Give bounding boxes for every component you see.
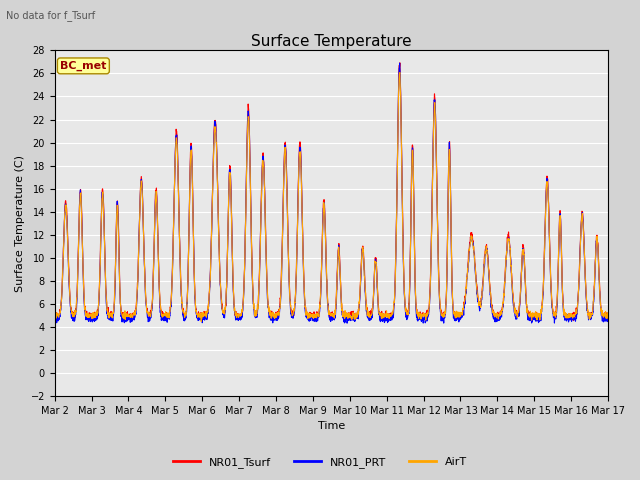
NR01_PRT — [343, 320, 351, 326]
NR01_PRT — [604, 318, 612, 324]
AirT — [571, 312, 579, 317]
Line: NR01_PRT: NR01_PRT — [54, 63, 608, 323]
AirT — [493, 315, 500, 321]
Line: NR01_Tsurf: NR01_Tsurf — [54, 63, 608, 321]
NR01_PRT — [556, 217, 563, 223]
AirT — [556, 218, 563, 224]
NR01_PRT — [205, 299, 212, 304]
NR01_Tsurf — [396, 60, 404, 66]
NR01_Tsurf — [570, 318, 577, 324]
NR01_PRT — [360, 253, 367, 259]
AirT — [205, 291, 213, 297]
AirT — [360, 255, 367, 261]
NR01_Tsurf — [205, 295, 212, 300]
X-axis label: Time: Time — [317, 421, 345, 432]
AirT — [604, 312, 612, 318]
Text: BC_met: BC_met — [60, 61, 107, 71]
NR01_PRT — [348, 314, 355, 320]
NR01_PRT — [396, 60, 403, 66]
Title: Surface Temperature: Surface Temperature — [251, 34, 412, 49]
AirT — [51, 312, 58, 318]
Line: AirT: AirT — [54, 72, 608, 322]
NR01_PRT — [493, 316, 500, 322]
AirT — [348, 314, 355, 320]
Legend: NR01_Tsurf, NR01_PRT, AirT: NR01_Tsurf, NR01_PRT, AirT — [168, 452, 472, 472]
Y-axis label: Surface Temperature (C): Surface Temperature (C) — [15, 155, 25, 292]
NR01_Tsurf — [360, 246, 367, 252]
NR01_Tsurf — [492, 312, 500, 317]
NR01_Tsurf — [604, 312, 612, 317]
Text: No data for f_Tsurf: No data for f_Tsurf — [6, 10, 95, 21]
NR01_Tsurf — [556, 219, 563, 225]
NR01_Tsurf — [51, 312, 58, 317]
AirT — [396, 70, 404, 75]
NR01_PRT — [51, 315, 58, 321]
NR01_Tsurf — [348, 309, 355, 314]
NR01_Tsurf — [571, 311, 579, 316]
NR01_PRT — [571, 316, 579, 322]
AirT — [197, 319, 205, 324]
